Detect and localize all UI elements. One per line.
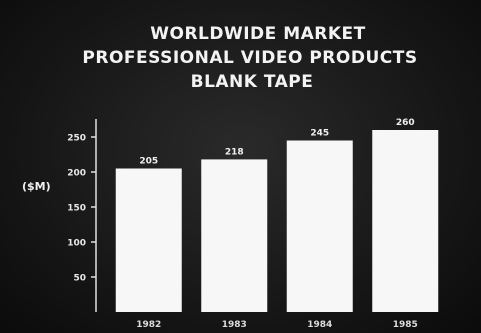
x-tick-label: 1985 <box>393 320 418 330</box>
x-tick-label: 1984 <box>307 320 332 330</box>
axis-group: 50 100 150 200 250 <box>67 119 97 312</box>
x-tick-label: 1982 <box>136 320 161 330</box>
x-tick-labels-group: 1982 1983 1984 1985 <box>136 320 418 330</box>
chart-title-line-3: BLANK TAPE <box>191 72 314 92</box>
chart-title-line-2: PROFESSIONAL VIDEO PRODUCTS <box>82 48 417 68</box>
y-tick-label: 50 <box>73 274 86 284</box>
x-tick-label: 1983 <box>222 320 247 330</box>
bar <box>201 159 268 312</box>
data-label: 205 <box>139 157 158 167</box>
y-tick-label: 200 <box>67 169 86 179</box>
y-tick-label: 250 <box>67 134 86 144</box>
y-axis-label: ($M) <box>22 180 51 193</box>
y-tick-label: 150 <box>67 204 86 214</box>
bar <box>115 168 182 312</box>
chart-title: WORLDWIDE MARKET PROFESSIONAL VIDEO PROD… <box>82 24 417 92</box>
chart-title-line-1: WORLDWIDE MARKET <box>150 24 366 44</box>
data-label: 218 <box>225 147 244 157</box>
bar <box>372 130 439 312</box>
data-labels-group: 205 218 245 260 <box>139 118 414 167</box>
bar <box>286 140 353 312</box>
data-label: 260 <box>396 118 415 128</box>
y-tick-label: 100 <box>67 239 86 249</box>
bars-group <box>115 130 439 312</box>
data-label: 245 <box>310 129 329 139</box>
